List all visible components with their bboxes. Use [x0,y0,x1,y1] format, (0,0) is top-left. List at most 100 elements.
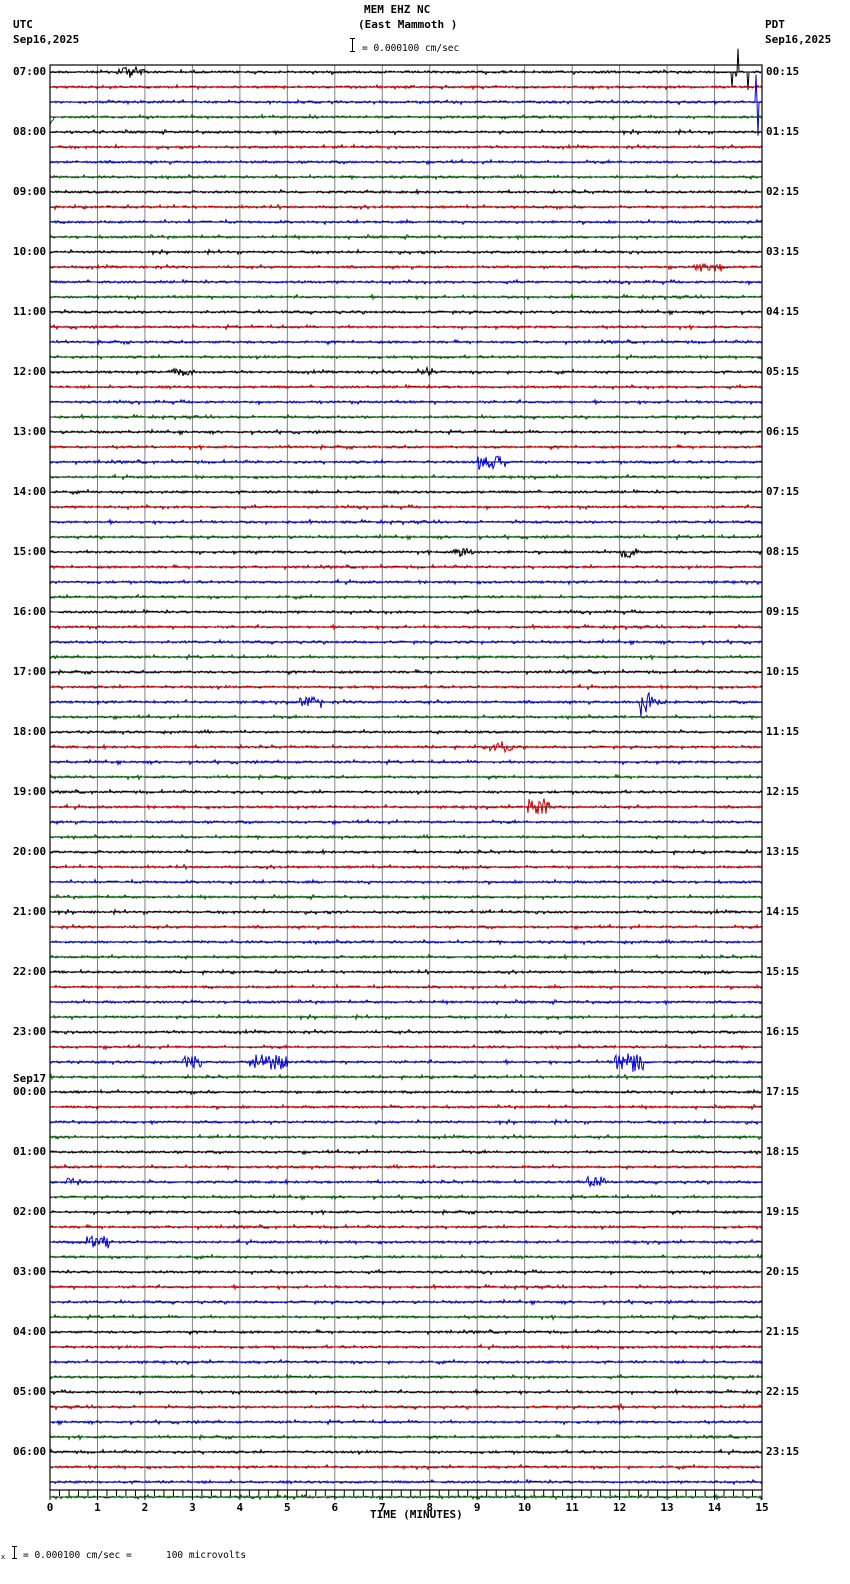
utc-time-label: 07:00 [13,65,47,78]
pdt-time-label: 09:15 [766,605,800,618]
seismic-trace [49,847,763,856]
seismic-trace [49,1463,763,1471]
pdt-time-label: 03:15 [766,245,800,258]
utc-time-label: 16:00 [13,605,47,618]
seismic-trace [49,1174,763,1188]
seismic-trace [49,455,763,471]
pdt-time-label: 05:15 [766,365,800,378]
pdt-time-label: 20:15 [766,1265,800,1278]
utc-time-label: 15:00 [13,545,47,558]
seismic-trace [49,1402,763,1411]
seismic-trace [49,158,763,166]
utc-time-label: 00:00 [13,1085,47,1098]
x-tick-label: 8 [426,1501,433,1514]
seismic-trace [49,653,763,661]
seismic-trace [49,443,762,452]
footer-scale-text: = 0.000100 cm/sec = 100 microvolts [23,1550,247,1561]
pdt-time-label: 22:15 [766,1385,800,1398]
seismic-trace [49,1053,763,1072]
seismic-trace [49,1328,763,1336]
seismic-trace [49,413,763,421]
pdt-time-label: 07:15 [766,485,800,498]
seismic-trace [49,1163,763,1171]
seismic-trace [49,578,763,586]
seismic-trace [49,908,763,916]
x-tick-label: 1 [94,1501,101,1514]
x-tick-label: 3 [189,1501,196,1514]
pdt-time-label: 15:15 [766,965,800,978]
seismic-trace [49,741,763,754]
x-tick-label: 11 [566,1501,580,1514]
seismic-trace [49,398,763,406]
utc-time-label: 17:00 [13,665,47,678]
pdt-time-label: 18:15 [766,1145,800,1158]
utc-time-label: 09:00 [13,185,47,198]
seismic-trace [49,218,763,226]
seismic-trace [49,1013,762,1021]
seismic-trace [49,48,763,91]
seismic-trace [49,74,763,136]
seismic-trace [49,1133,763,1141]
seismic-trace [49,338,763,347]
seismic-trace [49,1253,763,1261]
seismic-trace [49,1193,763,1202]
x-axis-label: TIME (MINUTES) [370,1508,463,1521]
utc-time-label: 14:00 [13,485,47,498]
pdt-time-label: 16:15 [766,1025,800,1038]
utc-time-label: 19:00 [13,785,47,798]
seismic-trace [49,1433,763,1442]
seismic-trace [50,203,763,211]
utc-time-label: 20:00 [13,845,47,858]
seismic-trace [49,638,763,647]
pdt-time-label: 10:15 [766,665,800,678]
seismic-trace [49,1298,763,1307]
utc-time-label: 10:00 [13,245,47,258]
seismic-trace [49,608,763,616]
seismic-trace [49,773,763,782]
x-tick-label: 6 [331,1501,338,1514]
seismic-trace [49,713,762,721]
pdt-time-label: 17:15 [766,1085,800,1098]
right-timezone: PDT [765,18,785,31]
seismic-trace [49,1493,763,1501]
seismic-trace [49,547,763,559]
seismic-trace [49,233,763,241]
plot-frame [49,64,763,1491]
utc-date-label: Sep17 [13,1072,47,1085]
seismic-trace [49,143,763,151]
seismic-trace [49,262,763,272]
seismic-trace [49,788,763,796]
pdt-time-label: 19:15 [766,1205,800,1218]
utc-time-label: 02:00 [13,1205,47,1218]
seismic-trace [49,488,763,496]
seismic-trace [49,1268,763,1276]
utc-time-label: 04:00 [13,1325,47,1338]
pdt-time-label: 01:15 [766,125,800,138]
utc-time-label: 11:00 [13,305,47,318]
x-tick-label: 10 [518,1501,531,1514]
utc-time-label: 01:00 [13,1145,47,1158]
seismic-trace [49,1373,763,1381]
right-date: Sep16,2025 [765,33,832,46]
x-tick-label: 15 [755,1501,768,1514]
seismic-trace [49,293,763,301]
seismic-trace [49,593,763,601]
seismic-trace [49,623,763,631]
seismic-trace [49,533,763,542]
seismic-trace [49,1208,763,1217]
seismic-trace [49,365,763,377]
seismic-trace [49,683,763,691]
seismic-trace [49,833,763,841]
seismic-trace [49,503,763,511]
seismic-trace [49,1313,763,1322]
pdt-time-label: 00:15 [766,65,800,78]
pdt-time-label: 23:15 [766,1445,800,1458]
header-scale-text: = 0.000100 cm/sec [362,43,460,54]
seismic-trace [49,878,763,886]
seismic-trace [49,1148,763,1156]
seismic-trace [49,1118,763,1126]
seismic-trace [49,1234,763,1249]
x-tick-label: 4 [237,1501,244,1514]
seismic-trace [49,923,763,931]
